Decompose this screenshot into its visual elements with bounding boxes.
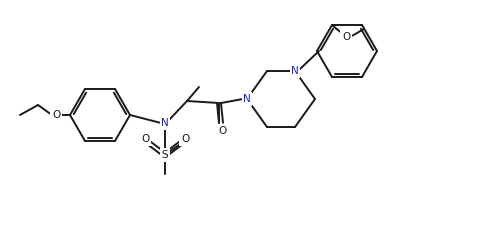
Text: N: N bbox=[291, 66, 299, 76]
Text: S: S bbox=[162, 150, 168, 160]
Text: O: O bbox=[218, 126, 226, 136]
Text: O: O bbox=[181, 134, 189, 144]
Text: N: N bbox=[243, 94, 251, 104]
Text: N: N bbox=[243, 94, 251, 104]
Text: N: N bbox=[161, 118, 169, 128]
Text: O: O bbox=[141, 134, 149, 144]
Text: O: O bbox=[52, 110, 60, 120]
Text: O: O bbox=[342, 32, 350, 42]
